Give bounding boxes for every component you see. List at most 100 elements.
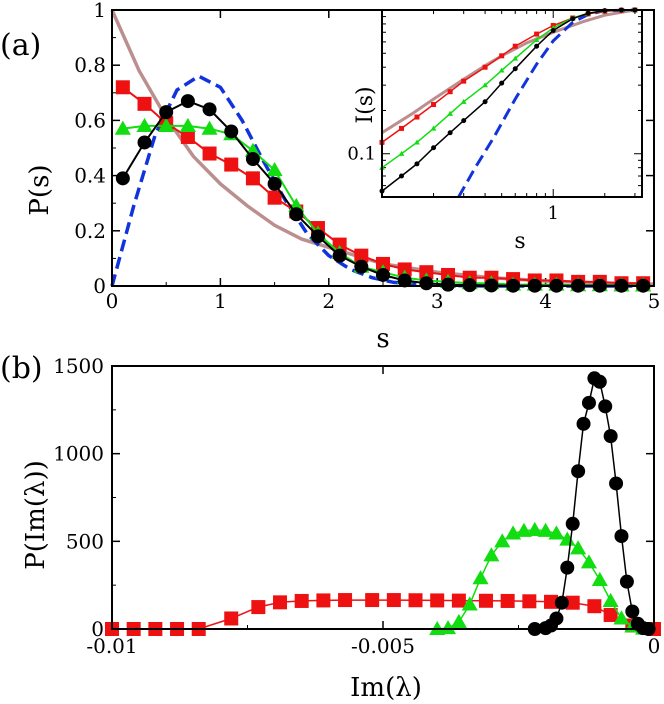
inset-green-triangles-point-7 (498, 67, 505, 73)
inset-black-circles-point-4 (447, 130, 453, 136)
inset-black-circles-point-1 (399, 173, 405, 179)
panel-b-red-squares-group (105, 593, 661, 636)
panel-b-red-squares-point-21 (587, 599, 602, 614)
panel-b-red-squares-point-16 (478, 593, 493, 608)
inset-black-circles-point-6 (482, 99, 488, 105)
inset-green-triangles-point-5 (460, 98, 467, 104)
panel-a-red-squares-point-3 (180, 129, 195, 144)
panel-b-black-circles-point-17 (625, 604, 640, 619)
panel-a-black-circles-point-3 (180, 94, 195, 109)
inset-black-circles-group (379, 7, 638, 194)
panel-a-xtick-label-2: 2 (322, 289, 335, 313)
panel-a-black-circles-point-15 (441, 277, 456, 292)
panel-a-black-circles-point-13 (397, 273, 412, 288)
panel-a-green-triangles-point-0 (114, 120, 131, 135)
panel-b-frame (111, 365, 655, 630)
panel-b-black-circles-point-13 (603, 429, 618, 444)
panel-b-green-triangles-point-0 (429, 620, 446, 636)
panel-a-blue-dashed-group (110, 74, 654, 288)
panel-a-ylabel: P(s) (25, 164, 55, 215)
panel-b-ytick-label-0: 0 (91, 617, 104, 641)
panel-b-red-squares-point-12 (386, 593, 401, 608)
panel-b-xtick-label-2: 0 (648, 634, 661, 658)
panel-a-green-triangles-point-4 (201, 120, 218, 135)
panel-b-green-triangles-point-1 (439, 620, 457, 635)
panel-a-xtick-label-3: 3 (431, 289, 444, 313)
inset-xtick-label-0: 1 (547, 203, 558, 224)
panel-a-ytick-label-2: 0.4 (74, 164, 106, 188)
panel-a-red-squares-point-13 (397, 262, 412, 277)
panel-b-red-squares-point-18 (522, 594, 537, 609)
panel-b-ytick-label-1: 500 (66, 529, 104, 553)
inset-black-circles-point-2 (414, 161, 420, 167)
panel-a-xtick-label-0: 0 (106, 289, 119, 313)
panel-b-green-triangles-point-11 (548, 525, 565, 540)
panel-a-green-triangles-point-1 (136, 117, 153, 132)
panel-a-xtick-label-5: 5 (648, 289, 661, 313)
inset-black-circles-point-8 (512, 66, 518, 72)
inset-black-circles-point-12 (585, 10, 591, 16)
panel-b-ytick-label-3: 1500 (53, 354, 104, 378)
panel-a-black-circles-point-6 (245, 152, 260, 167)
panel-a-blue-dashed-line (110, 74, 654, 288)
panel-a-black-circles-point-8 (289, 207, 304, 222)
panel-a-green-triangles-point-3 (179, 117, 196, 132)
panel-b-red-squares-point-13 (408, 593, 423, 608)
panel-b-green-triangles-point-9 (526, 521, 543, 536)
panel-b-green-triangles-point-6 (494, 533, 511, 548)
panel-b-black-circles-point-12 (598, 399, 613, 414)
panel-b-green-triangles-point-17 (613, 610, 630, 625)
panel-a-black-circles-point-2 (159, 105, 174, 120)
inset-ytick-label-0: 0.1 (347, 144, 376, 165)
panel-a-black-circles-point-5 (224, 124, 239, 139)
inset-red-squares-point-9 (534, 31, 540, 37)
inset-red-squares-point-2 (414, 114, 420, 120)
inset-red-squares-point-8 (512, 43, 518, 49)
panel-a-label: (a) (0, 28, 41, 63)
panel-b-red-squares-point-15 (451, 593, 466, 608)
panel-a-black-circles-point-7 (267, 176, 282, 191)
panel-b-red-squares-point-19 (544, 594, 559, 609)
panel-b-green-triangles-point-4 (472, 570, 489, 585)
panel-a-black-circles-point-10 (332, 248, 347, 263)
inset-ylabel: I(s) (353, 86, 378, 123)
panel-b-green-triangles-point-16 (602, 592, 619, 607)
inset-red-squares-point-1 (399, 125, 405, 131)
panel-b-red-squares-point-7 (273, 595, 288, 610)
panel-b-label: (b) (0, 351, 43, 386)
panel-b-black-circles-point-7 (571, 464, 586, 479)
panel-a-ytick-label-0: 0 (93, 274, 106, 298)
inset-red-squares-point-3 (431, 102, 437, 108)
panel-b-black-circles-line (534, 377, 649, 630)
panel-b-green-triangles-point-15 (591, 571, 608, 586)
panel-b-red-squares-point-20 (565, 595, 580, 610)
inset-red-squares-point-7 (499, 53, 505, 59)
inset-green-triangles-point-2 (414, 139, 420, 145)
panel-b-black-circles-point-16 (619, 574, 634, 589)
panel-a-black-circles-group (115, 94, 651, 293)
inset-green-triangles-point-6 (482, 82, 488, 88)
panel-b-red-squares-point-14 (430, 593, 445, 608)
panel-b-black-circles-point-6 (565, 516, 580, 531)
panel-a-ytick-label-3: 0.6 (74, 108, 106, 132)
panel-a-ytick-label-5: 1 (93, 0, 106, 22)
panel-b-green-triangles-point-5 (483, 547, 500, 562)
inset-red-squares-point-6 (482, 64, 488, 70)
panel-a-xtick-label-1: 1 (214, 289, 227, 313)
panel-b-red-squares-point-9 (316, 593, 331, 608)
inset-black-circles-point-7 (499, 80, 505, 86)
panel-b-black-circles-point-11 (592, 374, 607, 389)
panel-b-ylabel: P(Im(λ)) (21, 460, 51, 569)
inset-green-triangles-point-9 (533, 36, 540, 42)
panel-a-black-circles-point-1 (137, 135, 152, 150)
panel-a-black-circles-point-14 (419, 276, 434, 291)
panel-a-red-squares-point-11 (354, 248, 369, 263)
inset-black-circles-point-9 (534, 43, 540, 49)
inset-red-squares-point-4 (447, 89, 453, 95)
panel-b-black-circles-point-14 (609, 476, 624, 491)
panel-a-ytick-label-4: 0.8 (74, 53, 106, 77)
panel-a-ytick-label-1: 0.2 (74, 219, 106, 243)
panel-b-red-squares-point-17 (500, 593, 515, 608)
